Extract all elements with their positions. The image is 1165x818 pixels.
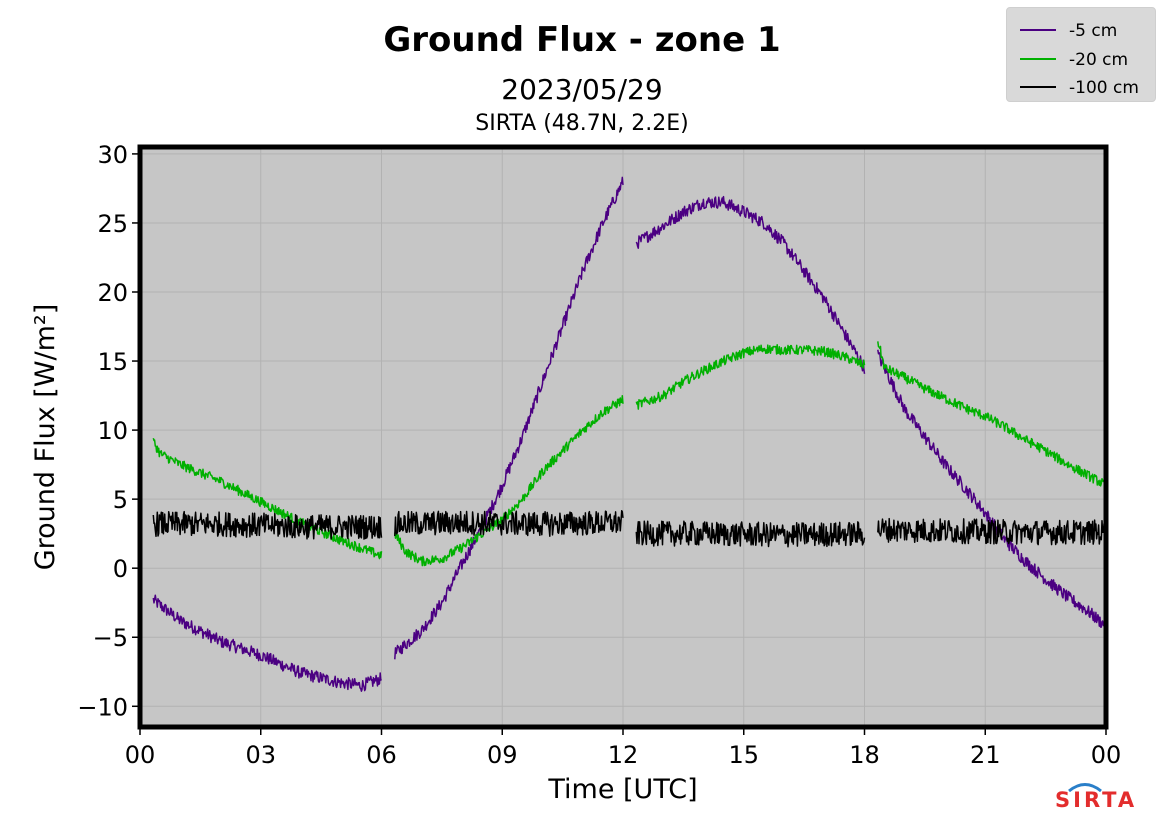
y-tick-label: 10 <box>97 417 128 445</box>
y-tick-label: −10 <box>77 693 128 721</box>
x-tick-label: 12 <box>608 741 639 769</box>
x-tick-label: 15 <box>728 741 759 769</box>
y-tick-label: −5 <box>93 624 128 652</box>
y-tick-label: 0 <box>113 555 128 583</box>
x-tick-label: 03 <box>245 741 276 769</box>
legend-item-5cm: -5 cm <box>1007 18 1155 42</box>
legend-swatch-5cm <box>1020 29 1056 31</box>
series-line-100cm <box>394 510 624 537</box>
y-axis-ticks: −10 −5 0 5 10 15 20 25 30 <box>77 141 140 721</box>
y-axis-label: Ground Flux [W/m²] <box>30 304 61 571</box>
y-tick-label: 15 <box>97 348 128 376</box>
chart-title: Ground Flux - zone 1 <box>383 20 780 60</box>
legend-swatch-100cm <box>1020 86 1056 88</box>
series-line-100cm <box>635 520 866 548</box>
y-tick-label: 5 <box>113 486 128 514</box>
legend-label-5cm: -5 cm <box>1069 21 1118 41</box>
series-line-20cm <box>635 344 866 410</box>
x-axis-ticks: 00 03 06 09 12 15 18 21 00 <box>125 727 1122 769</box>
series-line-20cm <box>152 437 383 560</box>
series-line-5cm <box>152 594 383 692</box>
series-line-100cm <box>877 517 1106 546</box>
x-tick-label: 18 <box>849 741 880 769</box>
chart-subtitle-date: 2023/05/29 <box>501 73 662 106</box>
series-line-5cm <box>394 176 624 660</box>
x-tick-label: 09 <box>487 741 518 769</box>
series-line-5cm <box>635 195 866 374</box>
y-tick-label: 20 <box>97 279 128 307</box>
x-tick-label: 00 <box>125 741 156 769</box>
series-line-100cm <box>152 510 383 540</box>
x-tick-label: 21 <box>970 741 1001 769</box>
legend-item-20cm: -20 cm <box>1007 47 1155 71</box>
legend-label-20cm: -20 cm <box>1069 50 1129 70</box>
sirta-logo: SIRTA <box>1055 780 1150 815</box>
legend-item-100cm: -100 cm <box>1007 75 1155 99</box>
series-line-20cm <box>877 341 1106 487</box>
series-group <box>152 176 1106 692</box>
logo-arc-icon <box>1068 783 1102 792</box>
x-tick-label: 06 <box>366 741 397 769</box>
x-tick-label: 00 <box>1091 741 1122 769</box>
y-tick-label: 25 <box>97 210 128 238</box>
x-axis-label: Time [UTC] <box>547 774 697 805</box>
legend: -5 cm -20 cm -100 cm <box>1006 7 1156 102</box>
chart-subtitle-site: SIRTA (48.7N, 2.2E) <box>475 111 688 136</box>
series-line-20cm <box>394 394 624 567</box>
legend-label-100cm: -100 cm <box>1069 78 1139 98</box>
y-tick-label: 30 <box>97 141 128 169</box>
legend-swatch-20cm <box>1020 58 1056 60</box>
logo-text: SIRTA <box>1055 788 1138 812</box>
